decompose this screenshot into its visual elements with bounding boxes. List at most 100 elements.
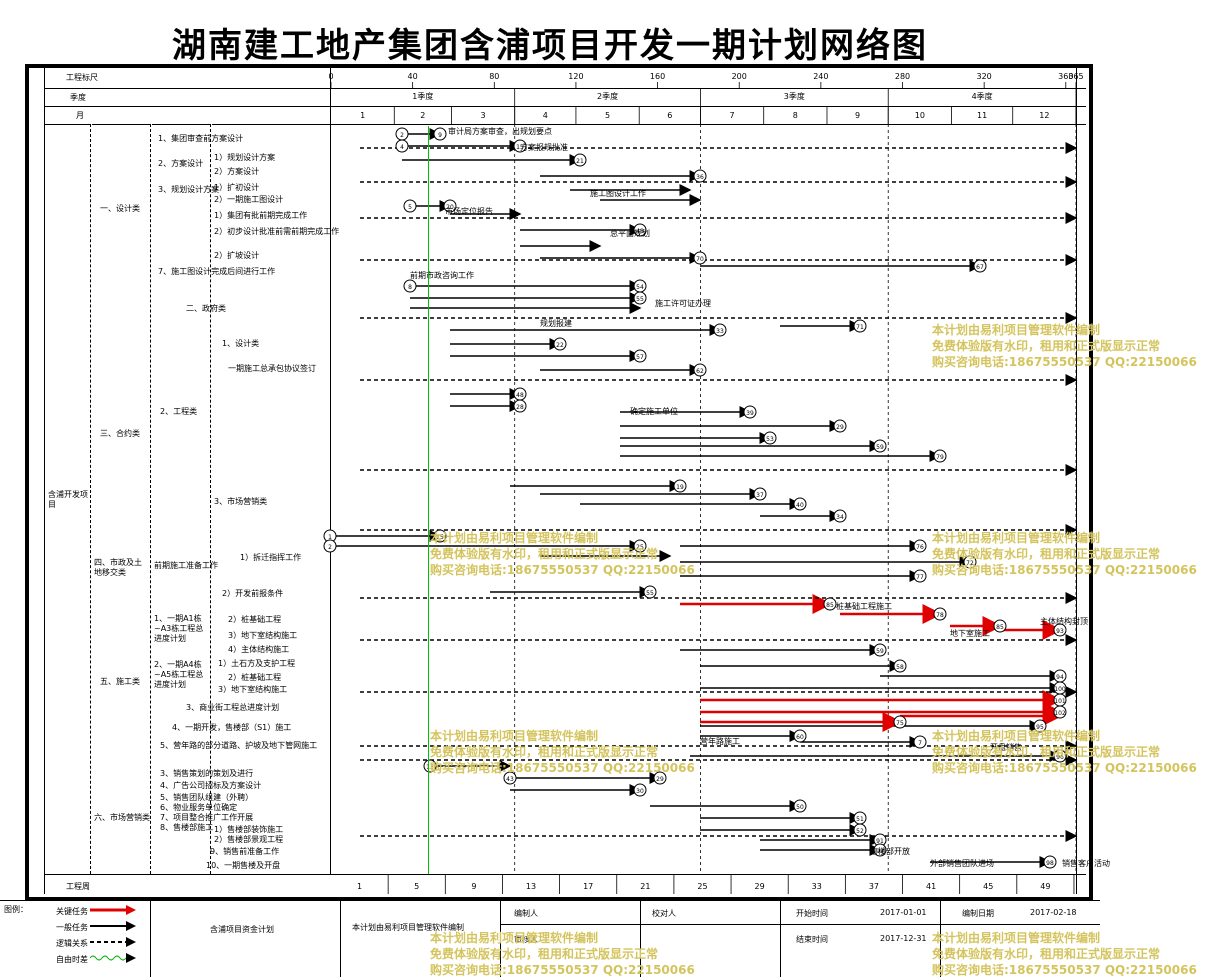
event-node-number: 72 [966, 560, 974, 567]
event-node [395, 139, 409, 153]
event-node-number: 20 [446, 204, 454, 211]
event-node [753, 487, 767, 501]
network-chart-frame [25, 64, 1093, 901]
event-node-number: 9 [438, 132, 442, 139]
event-node [893, 659, 907, 673]
week-label: 29 [755, 882, 765, 891]
group-label: 五、施工类 [100, 677, 140, 686]
end-label: 结束时间 [796, 935, 828, 944]
day-tick-label: 280 [895, 72, 910, 81]
event-node [873, 843, 887, 857]
item-label: 7、施工图设计完成后间进行工作 [158, 267, 276, 276]
event-node-number: 21 [576, 158, 584, 165]
event-node [823, 597, 837, 611]
event-node-number: 55 [636, 296, 644, 303]
event-node-number: 91 [876, 838, 884, 845]
watermark: 本计划由易利项目管理软件编制 免费体验版有水印，租用和正式版显示正常 购买咨询电话:… [932, 323, 1197, 369]
week-label: 21 [640, 882, 650, 891]
event-node-number: 37 [756, 492, 764, 499]
task-label: 销售客户活动 [1062, 859, 1110, 868]
progress-line [428, 126, 429, 874]
event-node [793, 497, 807, 511]
event-node-number: 76 [916, 544, 924, 551]
month-label: 7 [730, 111, 735, 120]
item-label: 3、规划设计方案 [158, 185, 220, 194]
sub-label: 1）土石方及支护工程 [218, 659, 296, 668]
event-node [653, 771, 667, 785]
event-node-number: 22 [556, 342, 564, 349]
event-node-number: 7 [918, 740, 922, 747]
watermark: 本计划由易利项目管理软件编制 免费体验版有水印，租用和正式版显示正常 购买咨询电话:… [430, 729, 695, 775]
week-label: 33 [812, 882, 822, 891]
event-node [693, 169, 707, 183]
day-tick-label: 40 [408, 72, 418, 81]
event-node [633, 223, 647, 237]
event-node [793, 799, 807, 813]
event-node [833, 509, 847, 523]
month-label: 8 [793, 111, 798, 120]
event-node-number: 15 [516, 144, 524, 151]
day-tick-label: 365 [1068, 72, 1083, 81]
item-label: 2、方案设计 [158, 159, 204, 168]
event-node-number: 70 [696, 256, 704, 263]
month-label: 1 [360, 111, 365, 120]
item-label: 1、一期A1栋~A3栋工程总进度计划 [154, 614, 204, 643]
event-node [503, 771, 517, 785]
sub-label: 2）扩坡设计 [214, 251, 260, 260]
month-label: 月 [76, 111, 84, 120]
event-node [913, 569, 927, 583]
event-node-number: 92 [876, 848, 884, 855]
item-label: 3、市场营销类 [214, 497, 268, 506]
event-node [913, 735, 927, 749]
event-node [893, 715, 907, 729]
event-node-number: 2 [400, 132, 404, 139]
event-node-number: 59 [876, 648, 884, 655]
event-node [693, 363, 707, 377]
date-label: 编制日期 [962, 909, 994, 918]
sub-label: 2）售楼部景观工程 [214, 835, 284, 844]
quarter-label: 1季度 [412, 91, 433, 101]
item-label: 5、销售团队组建（外聘） [160, 793, 254, 802]
week-label: 13 [526, 882, 536, 891]
event-node-number: 60 [796, 734, 804, 741]
event-node [1053, 749, 1067, 763]
event-node-number: 8 [408, 284, 412, 291]
event-node-number: 59 [876, 444, 884, 451]
end-value: 2017-12-31 [880, 934, 927, 943]
event-node-number: 36 [696, 174, 704, 181]
event-node [633, 539, 647, 553]
item-label: 5、营年路的部分道路、护坡及地下管网施工 [160, 741, 318, 750]
task-label: 地下室施工 [950, 629, 990, 638]
item-label: 2、一期A4栋~A5栋工程总进度计划 [154, 660, 204, 689]
task-label: 施工许可证办理 [655, 299, 711, 308]
month-label: 3 [481, 111, 486, 120]
event-node [853, 319, 867, 333]
event-node [433, 529, 447, 543]
date-value: 2017-02-18 [1030, 908, 1077, 917]
event-node-number: 30 [636, 788, 644, 795]
event-node [933, 607, 947, 621]
day-tick-label: 200 [732, 72, 747, 81]
item-label: 1、设计类 [222, 339, 260, 348]
event-node-number: 48 [516, 392, 524, 399]
event-node [793, 729, 807, 743]
event-node-number: 79 [936, 454, 944, 461]
sub-label: 一期施工总承包协议签订 [228, 364, 316, 373]
month-label: 2 [420, 111, 425, 120]
group-label: 一、设计类 [100, 204, 140, 213]
event-node-number: 1 [328, 534, 332, 541]
sub-label: 2）方案设计 [214, 167, 260, 176]
item-label: 3、商业街工程总进度计划 [186, 703, 280, 712]
event-node-number: 13 [426, 764, 434, 771]
watermark: 本计划由易利项目管理软件编制 免费体验版有水印，租用和正式版显示正常 购买咨询电话:… [932, 531, 1197, 577]
event-node-number: 5 [408, 204, 412, 211]
event-node [993, 619, 1007, 633]
task-label: 施工图设计工作 [590, 189, 646, 198]
task-label: 市场定位报告 [445, 207, 493, 216]
event-node-number: 29 [836, 424, 844, 431]
item-label: 9、销售前准备工作 [210, 847, 280, 856]
day-tick-label: 0 [328, 72, 333, 81]
event-node-number: 53 [766, 436, 774, 443]
item-label: 前期施工准备工作 [154, 561, 218, 570]
legend-float: 自由时差 [56, 955, 88, 964]
